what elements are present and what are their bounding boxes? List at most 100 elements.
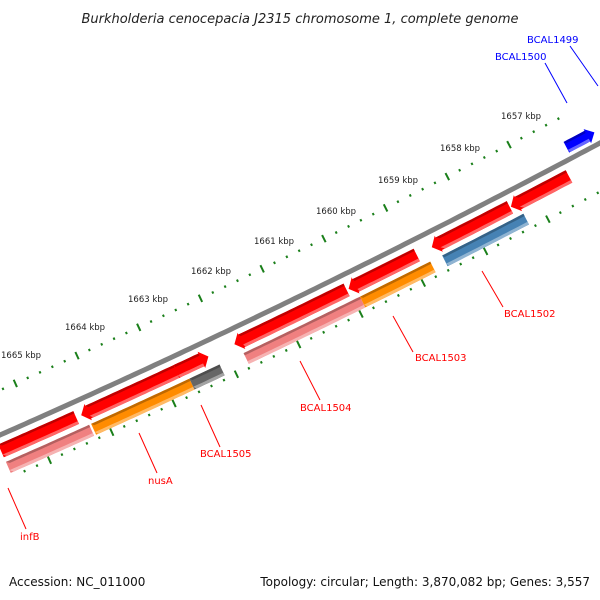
tick-label: 1662 kbp <box>191 267 231 277</box>
gene-features <box>0 129 595 473</box>
chromosome-backbone <box>0 140 600 438</box>
minor-tick <box>236 279 239 283</box>
minor-tick <box>273 261 276 265</box>
leader-line <box>138 432 158 474</box>
gene-label-bcal1505[interactable]: BCAL1505 <box>200 449 252 460</box>
gene-nusa-upstream[interactable] <box>81 364 182 421</box>
major-tick <box>74 351 80 360</box>
minor-tick <box>309 336 313 340</box>
major-tick <box>12 379 18 388</box>
tick-label: 1658 kbp <box>440 144 480 154</box>
major-tick <box>197 294 204 303</box>
genome-summary-text: Topology: circular; Length: 3,870,082 bp… <box>259 575 590 589</box>
gene-shadow <box>0 411 75 446</box>
feature-bcal1502[interactable] <box>442 213 529 267</box>
minor-tick <box>558 211 562 215</box>
map-title: Burkholderia cenocepacia J2315 chromosom… <box>81 12 518 27</box>
gene-shadow <box>352 248 415 281</box>
minor-tick <box>470 162 474 166</box>
gene-body <box>91 378 195 435</box>
gene-red[interactable] <box>510 170 573 212</box>
leader-line <box>299 360 321 401</box>
minor-tick <box>112 337 116 341</box>
minor-tick <box>210 384 213 388</box>
feature-nusa[interactable] <box>91 378 195 435</box>
feature-infb[interactable] <box>5 424 95 473</box>
gene-label-nusa[interactable]: nusA <box>148 476 173 487</box>
minor-tick <box>122 424 126 428</box>
tick-label: 1657 kbp <box>501 112 541 122</box>
major-tick <box>46 456 53 465</box>
minor-tick <box>359 218 363 222</box>
minor-tick <box>85 441 89 445</box>
gene-label-bcal1500[interactable]: BCAL1500 <box>495 52 547 63</box>
gene-body <box>0 411 79 458</box>
scale-ticks <box>1 117 600 473</box>
minor-tick <box>310 243 313 247</box>
tick-label: 1661 kbp <box>254 237 294 247</box>
gene-shadow <box>173 353 200 367</box>
gene-bcal1503[interactable] <box>348 248 420 294</box>
feature-bcal1505[interactable] <box>189 364 225 390</box>
major-tick <box>420 278 427 287</box>
major-tick <box>444 172 451 181</box>
minor-tick <box>100 342 104 346</box>
gene-shadow <box>442 213 525 258</box>
feature-bcal1503[interactable] <box>360 261 436 308</box>
gene-bcal1500[interactable] <box>563 129 595 153</box>
minor-tick <box>87 348 91 352</box>
minor-tick <box>495 149 499 153</box>
minor-tick <box>334 324 338 328</box>
minor-tick <box>38 370 42 374</box>
minor-tick <box>583 197 587 202</box>
gene-shadow <box>435 201 508 239</box>
gene-shadow <box>514 170 567 198</box>
minor-tick <box>63 359 67 363</box>
gene-shadow <box>5 424 91 463</box>
gene-label-bcal1502[interactable]: BCAL1502 <box>504 309 556 320</box>
gene-highlight <box>89 374 182 418</box>
leader-line <box>392 315 414 353</box>
gene-body <box>442 213 529 267</box>
major-tick <box>296 340 302 349</box>
minor-tick <box>247 366 251 370</box>
gene-body <box>81 364 182 421</box>
minor-tick <box>124 331 128 335</box>
gene-label-bcal1504[interactable]: BCAL1504 <box>300 403 352 414</box>
gene-body <box>189 364 225 390</box>
gene-highlight <box>94 386 195 434</box>
minor-tick <box>149 320 153 324</box>
minor-tick <box>23 469 26 473</box>
tick-labels: 1657 kbp 1658 kbp 1659 kbp 1660 kbp 1661… <box>1 112 541 361</box>
gene-label-bcal1503[interactable]: BCAL1503 <box>415 353 467 364</box>
gene-label-bcal1499[interactable]: BCAL1499 <box>527 35 579 46</box>
major-tick <box>382 203 389 212</box>
gene-infb[interactable] <box>0 411 80 458</box>
gene-body <box>173 351 209 378</box>
minor-tick <box>297 249 301 253</box>
minor-tick <box>459 262 463 266</box>
gene-body <box>563 129 595 153</box>
minor-tick <box>222 378 226 382</box>
gene-highlight <box>247 304 366 364</box>
minor-tick <box>26 376 30 380</box>
gene-body <box>510 170 573 212</box>
minor-tick <box>371 212 375 216</box>
minor-tick <box>259 360 263 364</box>
minor-tick <box>50 365 54 369</box>
gene-small[interactable] <box>173 351 209 378</box>
minor-tick <box>73 447 76 451</box>
gene-bcal1504[interactable] <box>234 283 350 349</box>
minor-tick <box>334 231 338 235</box>
gene-highlight <box>193 372 225 389</box>
gene-highlight <box>440 210 514 249</box>
minor-tick <box>556 117 560 121</box>
gene-highlight <box>357 258 420 292</box>
minor-tick <box>596 191 600 195</box>
gene-bcal1502[interactable] <box>431 201 514 252</box>
gene-shadow <box>243 296 362 356</box>
gene-highlight <box>243 293 350 347</box>
gene-label-infb[interactable]: infB <box>20 532 40 543</box>
feature-bcal1504[interactable] <box>243 296 366 364</box>
